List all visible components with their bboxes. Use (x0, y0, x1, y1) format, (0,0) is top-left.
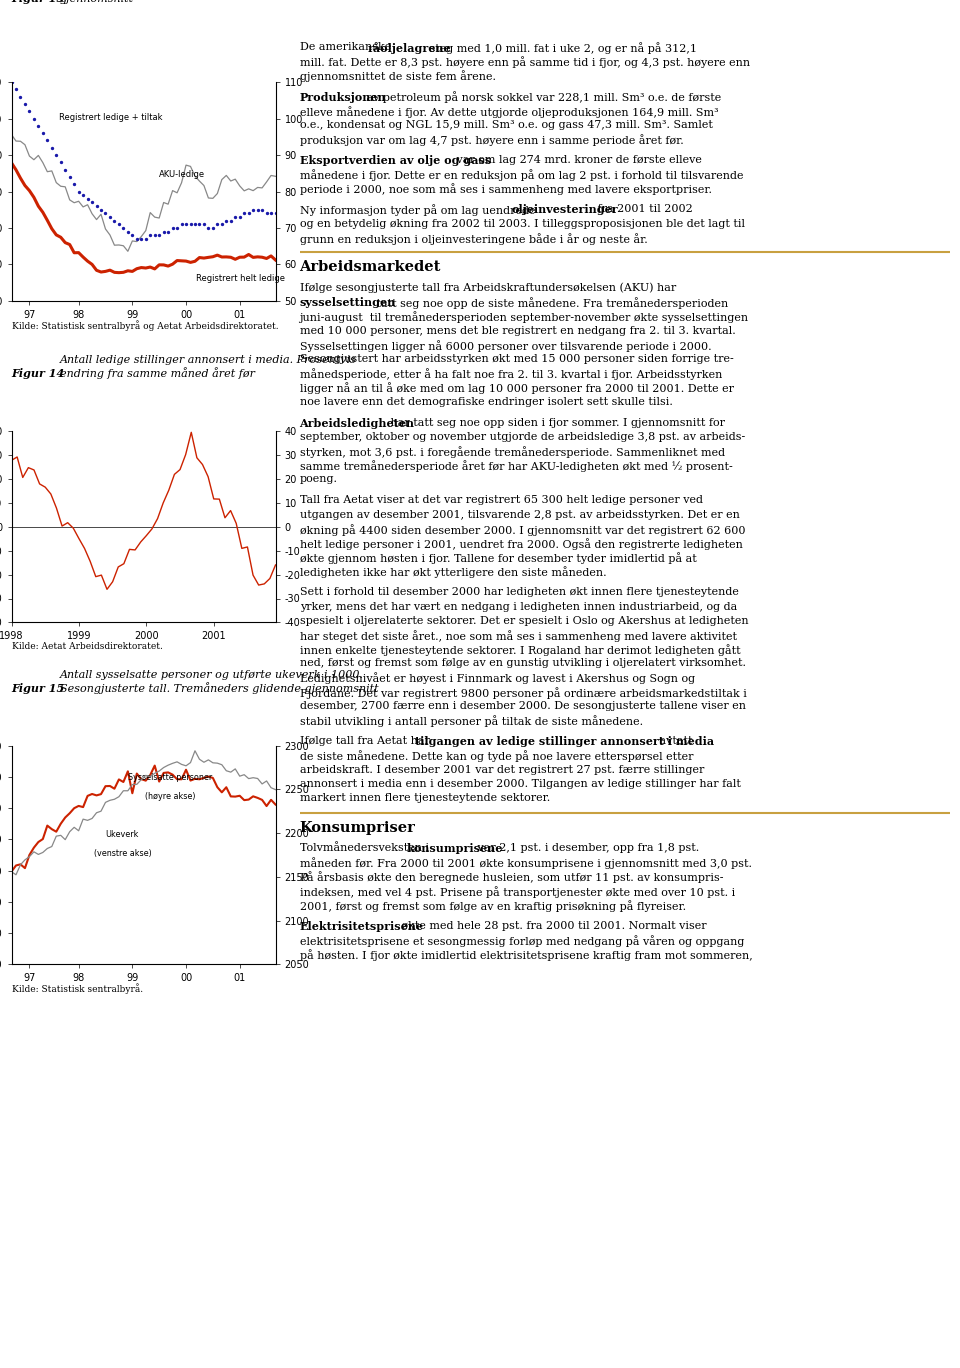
Text: avtatt: avtatt (656, 736, 692, 746)
Text: Registrert helt ledige: Registrert helt ledige (197, 274, 285, 283)
Text: Konsumpriser: Konsumpriser (300, 821, 416, 834)
Text: Antall ledige stillinger annonsert i media. Prosentvis
endring fra samme måned å: Antall ledige stillinger annonsert i med… (60, 356, 356, 379)
Text: elektrisitetsprisene et sesongmessig forløp med nedgang på våren og oppgang: elektrisitetsprisene et sesongmessig for… (300, 936, 744, 947)
Text: var om lag 274 mrd. kroner de første elleve: var om lag 274 mrd. kroner de første ell… (453, 155, 702, 166)
Text: ledigheten ikke har økt ytterligere den siste måneden.: ledigheten ikke har økt ytterligere den … (300, 566, 606, 579)
Text: 2001, først og fremst som følge av en kraftig prisøkning på flyreiser.: 2001, først og fremst som følge av en kr… (300, 900, 685, 912)
Text: Arbeidsledigheten: Arbeidsledigheten (300, 417, 415, 428)
Text: spesielt i oljerelaterte sektorer. Det er spesielt i Oslo og Akershus at ledighe: spesielt i oljerelaterte sektorer. Det e… (300, 616, 748, 625)
Text: periode i 2000, noe som må ses i sammenheng med lavere eksportpriser.: periode i 2000, noe som må ses i sammenh… (300, 183, 711, 196)
Text: (høyre akse): (høyre akse) (145, 792, 195, 802)
Text: Ny informasjon tyder på om lag uendrede: Ny informasjon tyder på om lag uendrede (300, 204, 539, 216)
Text: økte med hele 28 pst. fra 2000 til 2001. Normalt viser: økte med hele 28 pst. fra 2000 til 2001.… (397, 921, 707, 930)
Text: månedsperiode, etter å ha falt noe fra 2. til 3. kvartal i fjor. Arbeidsstyrken: månedsperiode, etter å ha falt noe fra 2… (300, 368, 722, 380)
Text: Eksportverdien av olje og gass: Eksportverdien av olje og gass (300, 155, 491, 166)
Text: AKU-ledighet og antall registrerte helt ledige. 1000
personer. Sesongjusterte ta: AKU-ledighet og antall registrerte helt … (60, 0, 357, 4)
Text: Ukeverk: Ukeverk (106, 830, 139, 840)
Text: sysselsettingen: sysselsettingen (300, 297, 396, 308)
Text: Sysselsettingen ligger nå 6000 personer over tilsvarende periode i 2000.: Sysselsettingen ligger nå 6000 personer … (300, 339, 711, 352)
Text: produksjon var om lag 4,7 pst. høyere enn i samme periode året før.: produksjon var om lag 4,7 pst. høyere en… (300, 134, 684, 146)
Text: økning på 4400 siden desember 2000. I gjennomsnitt var det registrert 62 600: økning på 4400 siden desember 2000. I gj… (300, 524, 745, 536)
Text: grunn en reduksjon i oljeinvesteringene både i år og neste år.: grunn en reduksjon i oljeinvesteringene … (300, 233, 647, 245)
Text: juni-august  til tremånedersperioden september-november økte sysselsettingen: juni-august til tremånedersperioden sept… (300, 312, 749, 323)
Text: o.e., kondensat og NGL 15,9 mill. Sm³ o.e. og gass 47,3 mill. Sm³. Samlet: o.e., kondensat og NGL 15,9 mill. Sm³ o.… (300, 120, 712, 130)
Text: Kilde: Statistisk sentralbyrå.: Kilde: Statistisk sentralbyrå. (12, 984, 143, 995)
Text: og en betydelig økning fra 2002 til 2003. I tilleggsproposisjonen ble det lagt t: og en betydelig økning fra 2002 til 2003… (300, 219, 745, 228)
Text: På årsbasis økte den beregnede husleien, som utfør 11 pst. av konsumpris-: På årsbasis økte den beregnede husleien,… (300, 871, 723, 884)
Text: ned, først og fremst som følge av en gunstig utvikling i oljerelatert virksomhet: ned, først og fremst som følge av en gun… (300, 658, 746, 669)
Text: ligger nå an til å øke med om lag 10 000 personer fra 2000 til 2001. Dette er: ligger nå an til å øke med om lag 10 000… (300, 383, 733, 394)
Text: gjennomsnittet de siste fem årene.: gjennomsnittet de siste fem årene. (300, 71, 495, 82)
Text: styrken, mot 3,6 pst. i foregående tremånedersperiode. Sammenliknet med: styrken, mot 3,6 pst. i foregående tremå… (300, 446, 725, 458)
Text: Elektrisitetsprisene: Elektrisitetsprisene (300, 921, 423, 932)
Text: Kilde: Aetat Arbeidsdirektoratet.: Kilde: Aetat Arbeidsdirektoratet. (12, 642, 162, 651)
Text: tilgangen av ledige stillinger annonsert i media: tilgangen av ledige stillinger annonsert… (415, 736, 714, 747)
Text: stabil utvikling i antall personer på tiltak de siste månedene.: stabil utvikling i antall personer på ti… (300, 715, 642, 728)
Text: oljeinvesteringer: oljeinvesteringer (512, 204, 618, 215)
Text: De amerikanske: De amerikanske (300, 42, 395, 52)
Text: har steget det siste året., noe som må ses i sammenheng med lavere aktivitet: har steget det siste året., noe som må s… (300, 631, 736, 642)
Text: på høsten. I fjor økte imidlertid elektrisitetsprisene kraftig fram mot sommeren: på høsten. I fjor økte imidlertid elektr… (300, 949, 753, 962)
Text: utgangen av desember 2001, tilsvarende 2,8 pst. av arbeidsstyrken. Det er en: utgangen av desember 2001, tilsvarende 2… (300, 509, 739, 520)
Text: økte gjennom høsten i fjor. Tallene for desember tyder imidlertid på at: økte gjennom høsten i fjor. Tallene for … (300, 553, 696, 564)
Text: samme tremånedersperiode året før har AKU-ledigheten økt med ½ prosent-: samme tremånedersperiode året før har AK… (300, 460, 732, 472)
Text: av petroleum på norsk sokkel var 228,1 mill. Sm³ o.e. de første: av petroleum på norsk sokkel var 228,1 m… (363, 92, 722, 104)
Text: Sysselsatte personer: Sysselsatte personer (128, 773, 212, 781)
Text: Konjunkturbildet –1/2002: Konjunkturbildet –1/2002 (788, 1349, 946, 1360)
Text: måneden før. Fra 2000 til 2001 økte konsumprisene i gjennomsnitt med 3,0 pst.: måneden før. Fra 2000 til 2001 økte kons… (300, 858, 752, 869)
Text: mill. fat. Dette er 8,3 pst. høyere enn på samme tid i fjor, og 4,3 pst. høyere : mill. fat. Dette er 8,3 pst. høyere enn … (300, 56, 750, 68)
Text: Tolvmånedersveksten i: Tolvmånedersveksten i (300, 843, 432, 854)
Text: Side 7: Side 7 (14, 1349, 53, 1360)
Text: steg med 1,0 mill. fat i uke 2, og er nå på 312,1: steg med 1,0 mill. fat i uke 2, og er nå… (426, 42, 698, 53)
Text: tatt seg noe opp de siste månedene. Fra tremånedersperioden: tatt seg noe opp de siste månedene. Fra … (373, 297, 729, 309)
Text: Sesongjustert har arbeidsstyrken økt med 15 000 personer siden forrige tre-: Sesongjustert har arbeidsstyrken økt med… (300, 354, 733, 364)
Text: Arbeidsmarkedet: Arbeidsmarkedet (300, 260, 441, 275)
Text: Figur 13: Figur 13 (12, 0, 69, 4)
Text: september, oktober og november utgjorde de arbeidsledige 3,8 pst. av arbeids-: september, oktober og november utgjorde … (300, 432, 745, 442)
Text: annonsert i media enn i desember 2000. Tilgangen av ledige stillinger har falt: annonsert i media enn i desember 2000. T… (300, 778, 740, 789)
Text: Fjordane. Det var registrert 9800 personer på ordinære arbeidsmarkedstiltak i: Fjordane. Det var registrert 9800 person… (300, 687, 746, 699)
Text: konsumprisene: konsumprisene (406, 843, 503, 854)
Text: markert innen flere tjenesteytende sektorer.: markert innen flere tjenesteytende sekto… (300, 793, 550, 803)
Text: noe lavere enn det demografiske endringer isolert sett skulle tilsi.: noe lavere enn det demografiske endringe… (300, 397, 672, 406)
Text: AKU-ledige: AKU-ledige (159, 170, 205, 179)
Text: Sett i forhold til desember 2000 har ledigheten økt innen flere tjenesteytende: Sett i forhold til desember 2000 har led… (300, 587, 738, 598)
Text: med 10 000 personer, mens det ble registrert en nedgang fra 2. til 3. kvartal.: med 10 000 personer, mens det ble regist… (300, 326, 735, 335)
Text: yrker, mens det har vært en nedgang i ledigheten innen industriarbeid, og da: yrker, mens det har vært en nedgang i le… (300, 602, 736, 611)
Text: fra 2001 til 2002: fra 2001 til 2002 (594, 204, 693, 215)
Text: Ifølge tall fra Aetat har: Ifølge tall fra Aetat har (300, 736, 433, 746)
Text: Ifølge sesongjusterte tall fra Arbeidskraftundersøkelsen (AKU) har: Ifølge sesongjusterte tall fra Arbeidskr… (300, 283, 676, 294)
Text: Registrert ledige + tiltak: Registrert ledige + tiltak (60, 114, 162, 122)
Text: Antall sysselsatte personer og utførte ukeverk i 1000.
Sesongjusterte tall. Trem: Antall sysselsatte personer og utførte u… (60, 670, 378, 694)
Text: Tall fra Aetat viser at det var registrert 65 300 helt ledige personer ved: Tall fra Aetat viser at det var registre… (300, 495, 703, 505)
Text: var 2,1 pst. i desember, opp fra 1,8 pst.: var 2,1 pst. i desember, opp fra 1,8 pst… (474, 843, 699, 854)
Text: helt ledige personer i 2001, uendret fra 2000. Også den registrerte ledigheten: helt ledige personer i 2001, uendret fra… (300, 538, 742, 550)
Text: Figur 15: Figur 15 (12, 683, 69, 694)
Text: månedene i fjor. Dette er en reduksjon på om lag 2 pst. i forhold til tilsvarend: månedene i fjor. Dette er en reduksjon p… (300, 170, 743, 181)
Text: Ledighetsnivået er høyest i Finnmark og lavest i Akershus og Sogn og: Ledighetsnivået er høyest i Finnmark og … (300, 673, 695, 684)
Text: arbeidskraft. I desember 2001 var det registrert 27 pst. færre stillinger: arbeidskraft. I desember 2001 var det re… (300, 765, 704, 774)
Text: elleve månedene i fjor. Av dette utgjorde oljeproduksjonen 164,9 mill. Sm³: elleve månedene i fjor. Av dette utgjord… (300, 105, 718, 118)
Text: Figur 14: Figur 14 (12, 368, 69, 379)
Text: har tatt seg noe opp siden i fjor sommer. I gjennomsnitt for: har tatt seg noe opp siden i fjor sommer… (387, 417, 725, 428)
Text: poeng.: poeng. (300, 475, 338, 484)
Text: innen enkelte tjenesteytende sektorer. I Rogaland har derimot ledigheten gått: innen enkelte tjenesteytende sektorer. I… (300, 644, 740, 657)
Text: Produksjonen: Produksjonen (300, 92, 386, 103)
Text: (venstre akse): (venstre akse) (93, 848, 152, 858)
Text: de siste månedene. Dette kan og tyde på noe lavere etterspørsel etter: de siste månedene. Dette kan og tyde på … (300, 751, 693, 762)
Text: Kilde: Statistisk sentralbyrå og Aetat Arbeidsdirektoratet.: Kilde: Statistisk sentralbyrå og Aetat A… (12, 320, 278, 331)
Text: råoljelagrene: råoljelagrene (368, 42, 451, 55)
Text: desember, 2700 færre enn i desember 2000. De sesongjusterte tallene viser en: desember, 2700 færre enn i desember 2000… (300, 702, 746, 711)
Text: indeksen, med vel 4 pst. Prisene på transportjenester økte med over 10 pst. i: indeksen, med vel 4 pst. Prisene på tran… (300, 886, 734, 897)
